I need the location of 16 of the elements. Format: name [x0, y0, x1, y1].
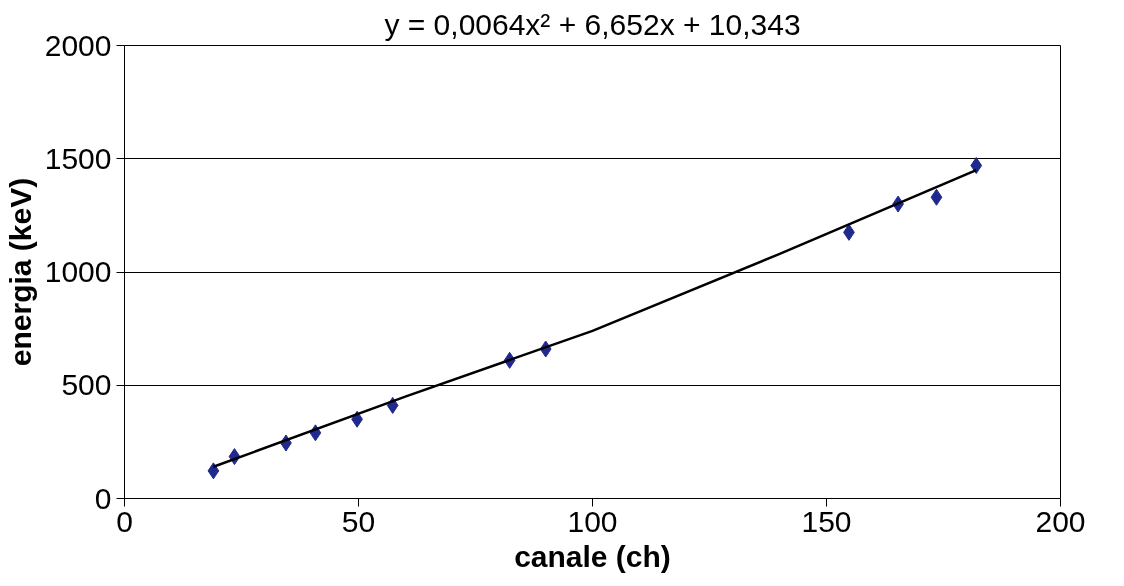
chart-title: y = 0,0064x² + 6,652x + 10,343	[384, 7, 801, 41]
x-tick-label: 150	[801, 504, 852, 538]
point	[207, 462, 220, 480]
point	[930, 188, 943, 206]
x-tick-label: 50	[341, 504, 376, 538]
y-tick-label: 0	[94, 481, 112, 515]
y-tick-label: 2000	[44, 28, 112, 62]
y-axis-title: energia (keV)	[3, 177, 37, 367]
x-tick-label: 200	[1035, 504, 1086, 538]
point	[970, 157, 983, 175]
x-tick-label: 0	[116, 504, 133, 538]
x-axis-title: canale (ch)	[514, 539, 671, 573]
y-tick-label: 500	[61, 368, 112, 402]
y-tick-label: 1000	[44, 255, 112, 288]
x-tick-label: 100	[567, 504, 618, 538]
y-tick-label: 1500	[44, 141, 112, 175]
